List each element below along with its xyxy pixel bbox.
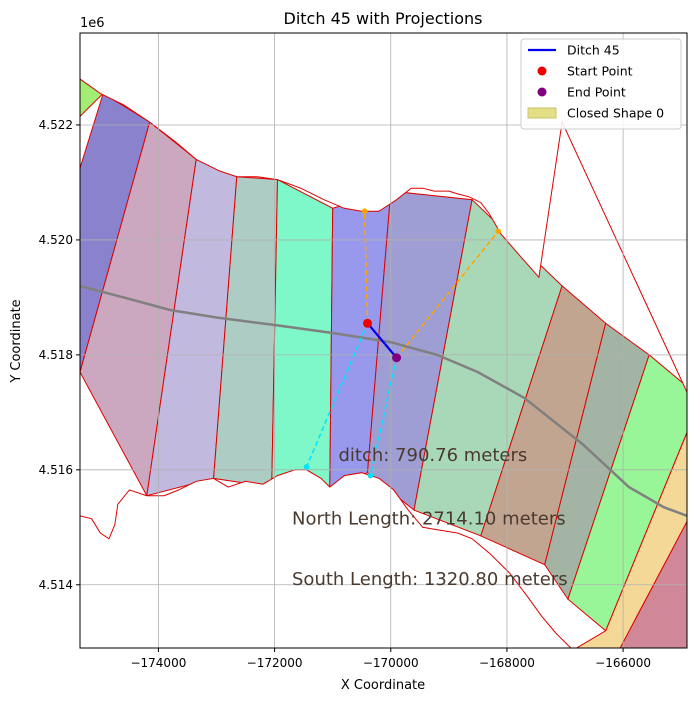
x-tick-label-2: −170000 <box>363 656 419 670</box>
chart-title: Ditch 45 with Projections <box>284 9 483 28</box>
strip-layer <box>80 78 687 648</box>
y-tick-label-4: 4.522 <box>39 118 73 132</box>
y-axis: 4.514 4.516 4.518 4.520 4.522 <box>39 118 80 592</box>
end-point <box>392 353 402 363</box>
annotation-layer: ditch: 790.76 meters North Length: 2714.1… <box>292 445 568 590</box>
legend-label-0: Ditch 45 <box>567 43 620 58</box>
legend-label-3: Closed Shape 0 <box>567 106 664 121</box>
north-projection-end-0 <box>361 208 368 214</box>
ditch-line <box>366 322 398 359</box>
y-axis-label: Y Coordinate <box>9 299 24 383</box>
north-projection-0 <box>363 211 369 324</box>
x-tick-label-4: −166000 <box>595 656 651 670</box>
x-tick-label-0: −174000 <box>130 656 186 670</box>
south-projection-0 <box>305 322 369 468</box>
legend-box <box>520 38 682 130</box>
legend-marker-3 <box>527 107 557 119</box>
plot-frame <box>79 32 688 649</box>
legend-marker-1 <box>537 66 547 76</box>
x-tick-label-1: −172000 <box>247 656 303 670</box>
x-axis-label: X Coordinate <box>341 678 425 693</box>
south-projection-end-0 <box>303 464 310 470</box>
annotation-1: North Length: 2714.10 meters <box>292 508 566 529</box>
strip-11 <box>567 354 687 632</box>
legend-marker-2 <box>537 87 547 97</box>
y-tick-label-3: 4.520 <box>39 233 73 247</box>
annotation-2: South Length: 1320.80 meters <box>292 569 568 590</box>
x-tick-label-3: −168000 <box>479 656 535 670</box>
x-axis: −174000 −172000 −170000 −168000 −166000 <box>130 648 651 670</box>
south-projection-1 <box>369 357 398 476</box>
centerline <box>80 284 687 517</box>
north-projection-1 <box>395 230 499 359</box>
y-tick-label-2: 4.518 <box>39 348 73 362</box>
south-projection-end-1 <box>367 472 374 479</box>
line-layer <box>80 208 687 517</box>
annotation-0: ditch: 790.76 meters <box>338 445 527 466</box>
legend-label-1: Start Point <box>567 64 633 79</box>
y-tick-label-0: 4.514 <box>39 578 73 592</box>
grid-layer <box>80 33 687 648</box>
field-outline <box>80 78 687 648</box>
strip-5 <box>271 178 334 488</box>
y-offset-label: 1e6 <box>80 16 105 31</box>
north-projection-end-1 <box>495 228 502 235</box>
start-point <box>363 318 373 328</box>
y-tick-label-1: 4.516 <box>39 463 73 477</box>
legend-label-2: End Point <box>567 85 626 100</box>
legend: Ditch 45 Start Point End Point Closed Shape… <box>520 38 682 130</box>
